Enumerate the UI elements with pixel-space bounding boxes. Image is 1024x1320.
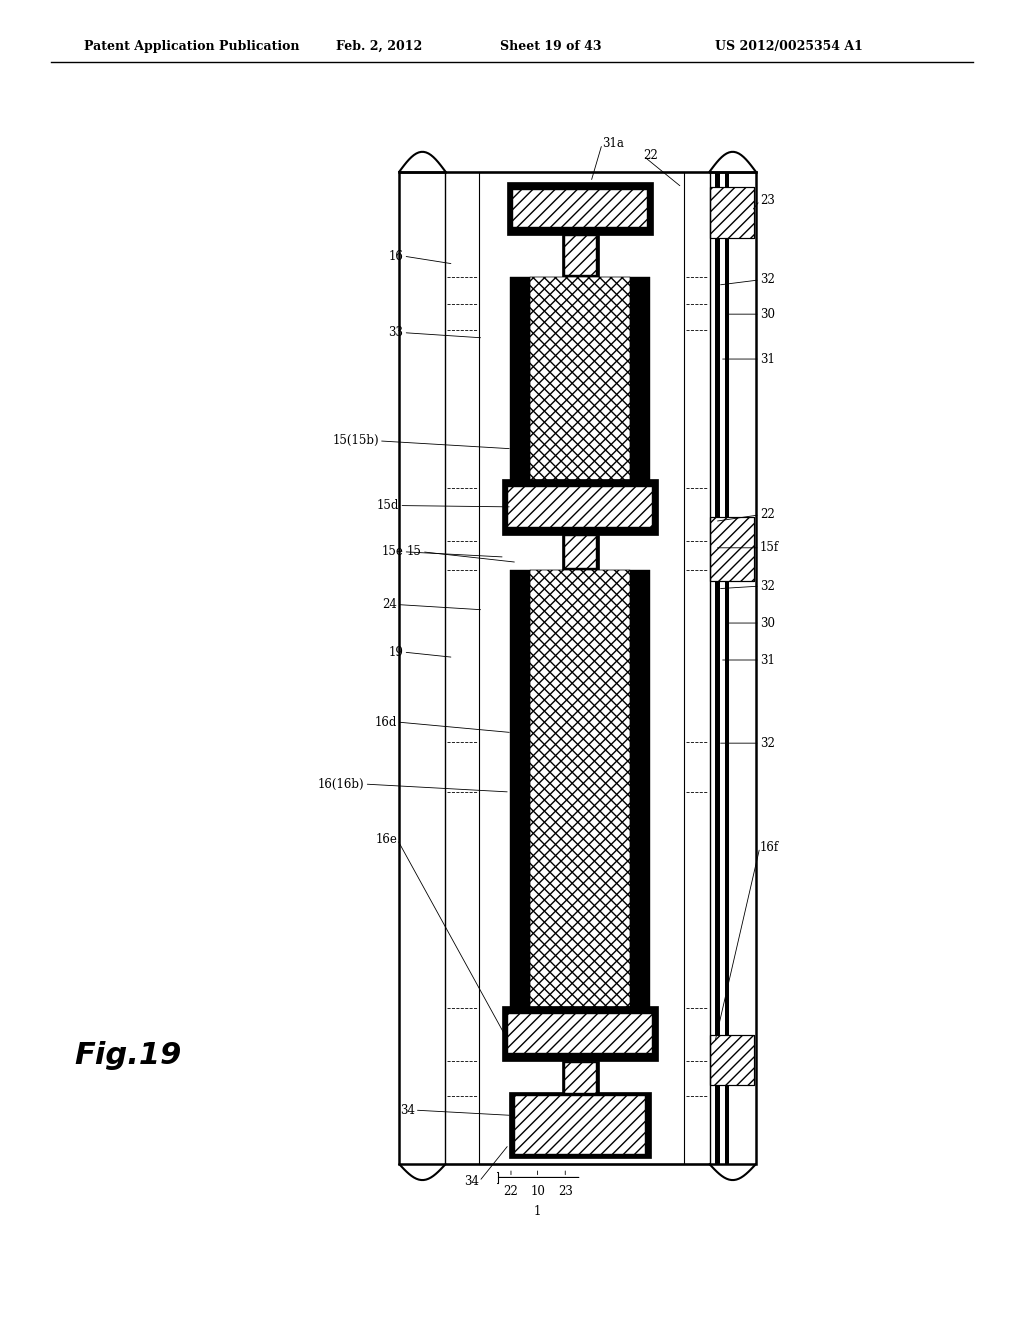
Text: 19: 19 (388, 645, 403, 659)
Text: 16(16b): 16(16b) (317, 777, 365, 791)
Bar (510, 277, 530, 492)
Bar (479, 172, 684, 1164)
Text: 30: 30 (760, 616, 775, 630)
Bar (530, 570, 630, 1008)
Bar (502, 479, 658, 535)
Text: 32: 32 (760, 579, 775, 593)
Text: 15e: 15e (382, 545, 403, 558)
Text: 15f: 15f (760, 541, 779, 554)
Text: 23: 23 (760, 194, 775, 207)
Text: Feb. 2, 2012: Feb. 2, 2012 (336, 40, 422, 53)
Bar (565, 536, 596, 568)
Bar (509, 1092, 651, 1158)
Bar (562, 235, 599, 277)
Bar (399, 172, 756, 1164)
Bar (507, 182, 653, 235)
Text: 31: 31 (760, 352, 775, 366)
Bar (630, 277, 650, 492)
Text: 16d: 16d (375, 715, 397, 729)
Text: 34: 34 (464, 1175, 479, 1188)
Bar (513, 190, 647, 227)
Text: 22: 22 (760, 508, 774, 521)
Bar (508, 487, 652, 527)
Text: 10: 10 (530, 1185, 545, 1199)
Bar (479, 172, 684, 1164)
Bar (479, 172, 684, 1164)
Text: 31: 31 (760, 653, 775, 667)
Bar (502, 1006, 658, 1061)
Bar (562, 535, 599, 570)
Bar (510, 570, 530, 1008)
Bar (508, 1014, 652, 1053)
Bar (530, 277, 630, 492)
Text: Patent Application Publication: Patent Application Publication (84, 40, 299, 53)
Text: 16: 16 (388, 249, 403, 263)
Bar (445, 172, 710, 1164)
Bar (710, 187, 754, 238)
Bar (725, 172, 729, 1164)
Text: 1: 1 (534, 1205, 542, 1218)
Text: 16f: 16f (760, 841, 779, 854)
Bar (565, 236, 596, 275)
Text: 22: 22 (504, 1185, 518, 1199)
Bar (630, 570, 650, 1008)
Bar (710, 1035, 754, 1085)
Bar (710, 1035, 754, 1085)
Bar (710, 517, 754, 581)
Bar (710, 187, 754, 238)
Text: 34: 34 (399, 1104, 415, 1117)
Bar (399, 172, 445, 1164)
Text: Fig.19: Fig.19 (75, 1041, 181, 1071)
Text: 15(15b): 15(15b) (332, 434, 379, 447)
Text: 23: 23 (558, 1185, 572, 1199)
Bar (710, 172, 756, 1164)
Text: 22: 22 (643, 149, 657, 162)
Text: 32: 32 (760, 737, 775, 750)
Text: 30: 30 (760, 308, 775, 321)
Bar (445, 172, 710, 1164)
Text: 24: 24 (382, 598, 397, 611)
Bar (565, 1063, 596, 1093)
Text: 16e: 16e (376, 833, 397, 846)
Bar (530, 570, 630, 1008)
Text: Sheet 19 of 43: Sheet 19 of 43 (500, 40, 602, 53)
Text: 32: 32 (760, 273, 775, 286)
Bar (530, 277, 630, 492)
Text: 33: 33 (388, 326, 403, 339)
Text: 31a: 31a (602, 137, 624, 150)
Bar (562, 1061, 599, 1096)
Text: 15d: 15d (377, 499, 399, 512)
Bar (710, 517, 754, 581)
Bar (715, 172, 720, 1164)
Text: 15: 15 (407, 545, 422, 558)
Bar (515, 1096, 645, 1154)
Text: US 2012/0025354 A1: US 2012/0025354 A1 (715, 40, 862, 53)
